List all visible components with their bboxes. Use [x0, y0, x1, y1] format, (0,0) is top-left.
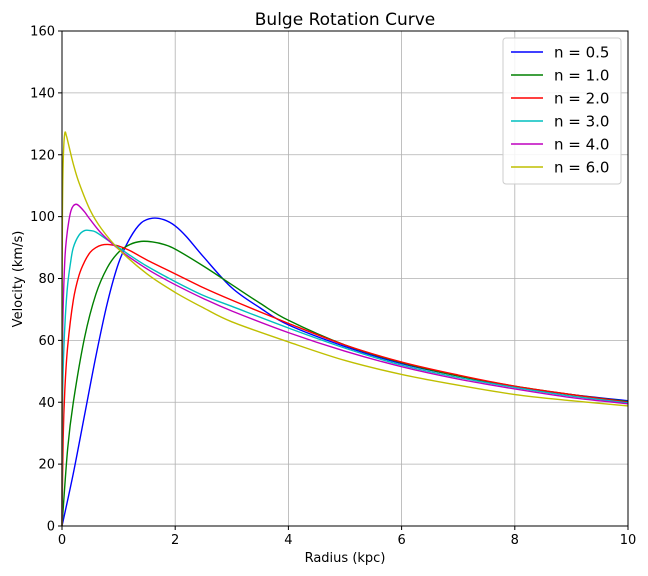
- x-tick-label: 0: [58, 533, 66, 548]
- legend-label-2: n = 2.0: [554, 90, 609, 108]
- legend-label-3: n = 3.0: [554, 113, 609, 131]
- y-tick-label: 120: [30, 148, 55, 163]
- legend: n = 0.5 n = 1.0 n = 2.0 n = 3.0 n = 4.0 n = 6…: [502, 37, 622, 185]
- x-tick-label: 8: [511, 533, 519, 548]
- x-axis-label: Radius (kpc): [305, 551, 386, 566]
- x-tick-label: 10: [620, 533, 637, 548]
- y-tick-label: 160: [30, 25, 55, 40]
- chart-title: Bulge Rotation Curve: [255, 10, 435, 30]
- y-tick-label: 20: [38, 458, 55, 473]
- legend-label-5: n = 6.0: [554, 159, 609, 177]
- legend-label-0: n = 0.5: [554, 44, 609, 62]
- series-line-4: [61, 203, 629, 527]
- x-tick-label: 6: [397, 533, 405, 548]
- y-axis-ticks: 0 20 40 60 80 100 120 140 160: [30, 25, 62, 535]
- series-lines: [61, 131, 629, 527]
- y-tick-label: 40: [38, 396, 55, 411]
- legend-label-1: n = 1.0: [554, 67, 609, 85]
- y-axis-label: Velocity (km/s): [11, 231, 26, 328]
- series-line-3: [61, 229, 629, 527]
- x-tick-label: 4: [284, 533, 292, 548]
- series-line-2: [61, 243, 629, 527]
- legend-label-4: n = 4.0: [554, 136, 609, 154]
- x-axis-ticks: 0 2 4 6 8 10: [58, 526, 636, 548]
- series-line-5: [61, 131, 629, 527]
- y-tick-label: 80: [38, 272, 55, 287]
- y-tick-label: 100: [30, 210, 55, 225]
- y-tick-label: 140: [30, 86, 55, 101]
- x-tick-label: 2: [171, 533, 179, 548]
- y-tick-label: 60: [38, 334, 55, 349]
- series-line-1: [61, 240, 629, 527]
- y-tick-label: 0: [47, 520, 55, 535]
